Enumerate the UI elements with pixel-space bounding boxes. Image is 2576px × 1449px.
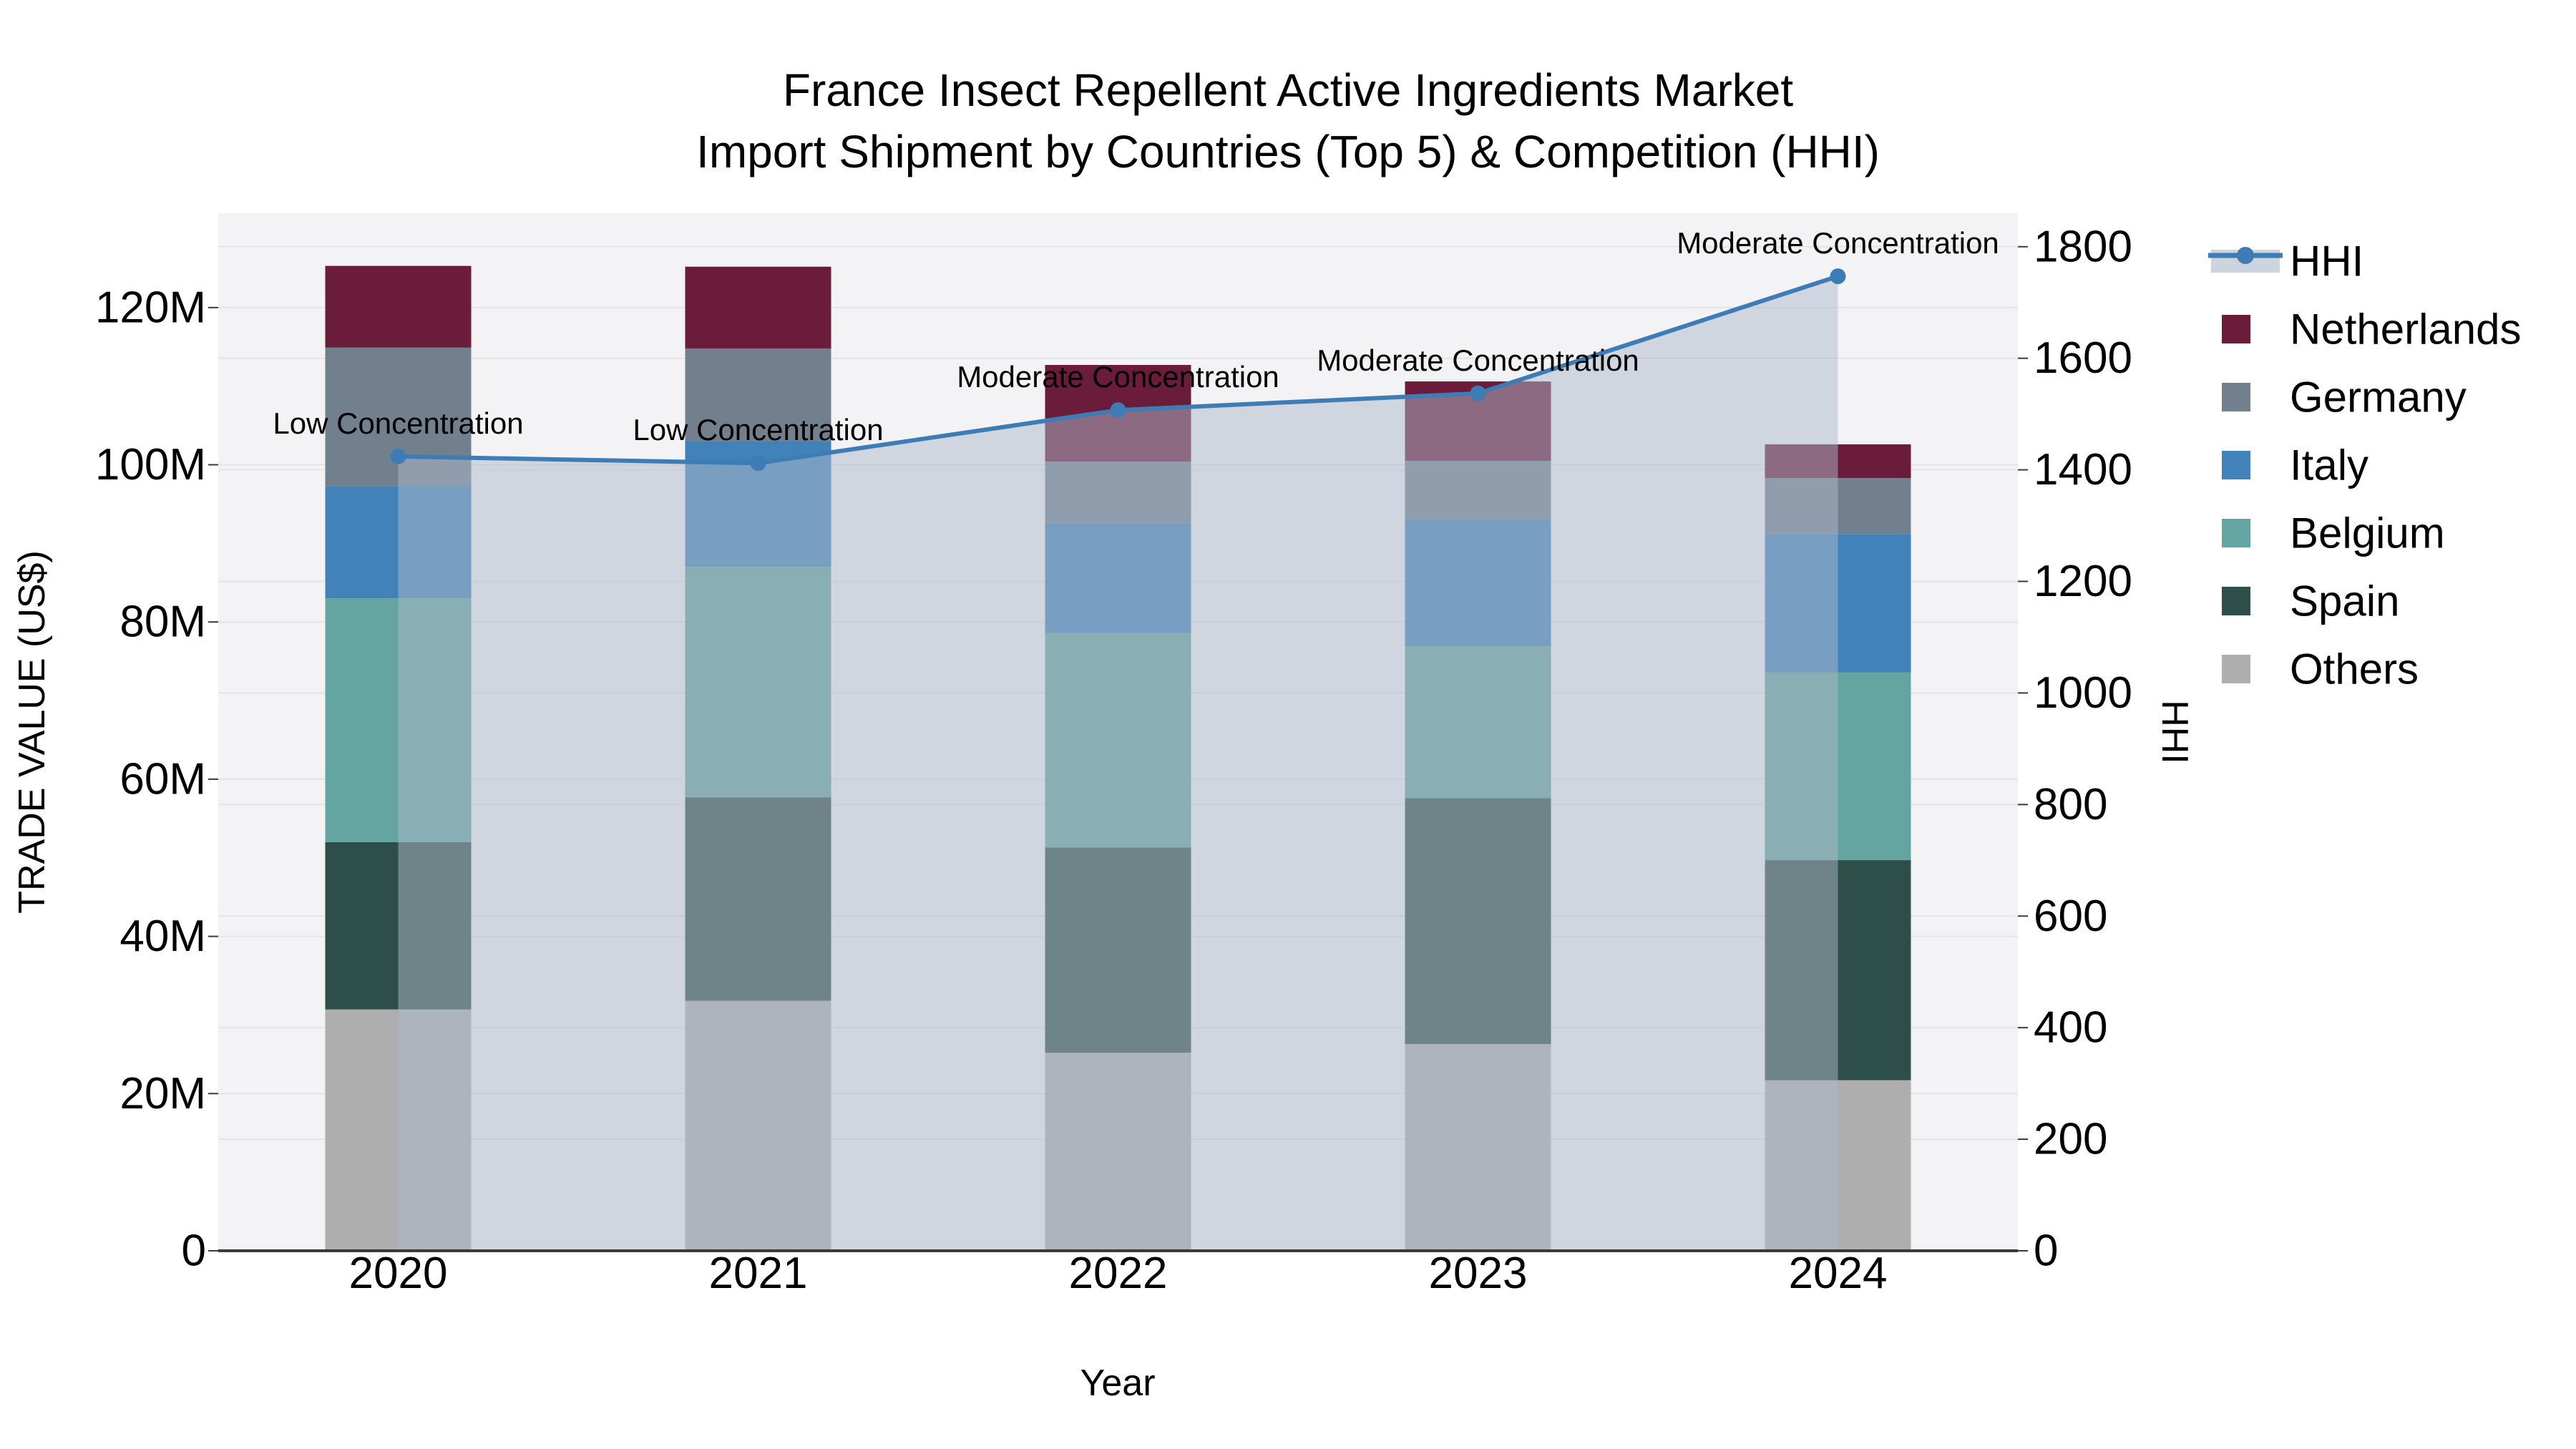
y-right-tick-label-1400: 1400 [2034,445,2132,494]
legend-swatch-netherlands [2222,315,2250,343]
legend-item-hhi[interactable]: HHI [2208,238,2363,286]
y-left-axis-title: TRADE VALUE (US$) [11,550,53,914]
legend-label-netherlands: Netherlands [2290,306,2522,353]
y-left-tick-label-120M: 120M [95,283,206,332]
legend-label-germany: Germany [2290,374,2467,421]
x-tick-label-2021: 2021 [709,1249,808,1298]
bar-segment-germany-2021 [685,348,831,441]
bar-segment-netherlands-2021 [685,266,831,348]
x-tick-label-2022: 2022 [1069,1249,1168,1298]
x-tick-label-2024: 2024 [1789,1249,1888,1298]
hhi-marker-2023 [1470,385,1486,401]
legend: HHI Netherlands Germany Italy Belgium Spain Ot… [2208,238,2522,693]
legend-hhi-marker-icon [2237,247,2254,264]
annotation-2023: Moderate Concentration [1317,343,1639,377]
legend-swatch-spain [2222,587,2250,615]
hhi-area [398,276,1838,1251]
hhi-marker-2022 [1110,402,1126,419]
y-right-axis-title: HHI [2154,700,2195,764]
legend-label-others: Others [2290,645,2419,693]
y-right-tick-label-200: 200 [2034,1115,2107,1164]
annotation-2024: Moderate Concentration [1677,226,1999,260]
legend-swatch-others [2222,655,2250,683]
bar-segment-netherlands-2020 [325,265,472,348]
legend-item-belgium[interactable]: Belgium [2222,509,2445,557]
x-axis-title: Year [1080,1362,1155,1404]
y-right-tick-label-1800: 1800 [2034,222,2132,271]
annotation-2022: Moderate Concentration [957,360,1279,394]
hhi-area-fill [398,276,1838,1251]
axis-lines-and-ticks [208,245,2028,1252]
y-right-tick-label-1000: 1000 [2034,668,2132,718]
x-tick-label-2020: 2020 [349,1249,448,1298]
y-right-tick-label-1600: 1600 [2034,333,2132,383]
x-tick-label-2023: 2023 [1429,1249,1528,1298]
y-left-tick-label-80M: 80M [119,597,206,647]
legend-item-spain[interactable]: Spain [2222,577,2399,625]
legend-swatch-germany [2222,383,2250,411]
legend-label-belgium: Belgium [2290,509,2445,557]
legend-swatch-belgium [2222,519,2250,547]
hhi-line [390,268,1846,472]
legend-label-spain: Spain [2290,577,2399,625]
hhi-marker-2020 [390,448,406,464]
y-right-tick-label-1200: 1200 [2034,557,2132,606]
y-right-tick-label-800: 800 [2034,780,2107,829]
annotation-2020: Low Concentration [273,406,523,440]
y-right-tick-label-600: 600 [2034,892,2107,941]
hhi-marker-2024 [1830,268,1846,285]
y-right-tick-label-400: 400 [2034,1003,2107,1053]
legend-label-hhi: HHI [2290,238,2363,286]
legend-item-germany[interactable]: Germany [2222,374,2467,421]
y-left-tick-label-60M: 60M [119,754,206,804]
y-left-tick-label-20M: 20M [119,1069,206,1118]
y-left-tick-label-100M: 100M [95,440,206,489]
chart-title-line2: Import Shipment by Countries (Top 5) & C… [696,126,1880,177]
legend-label-italy: Italy [2290,441,2368,489]
chart-title-line1: France Insect Repellent Active Ingredien… [783,64,1793,116]
tick-labels: 0 20M 40M 60M 80M 100M 120M 0 200 400 600 800 1000 12… [95,222,2132,1298]
y-left-tick-label-0: 0 [182,1226,206,1276]
legend-item-italy[interactable]: Italy [2222,441,2368,489]
annotation-2021: Low Concentration [633,413,883,447]
point-annotations: Low Concentration Low Concentration Modera… [273,226,1999,447]
legend-item-netherlands[interactable]: Netherlands [2222,306,2522,353]
y-left-tick-label-40M: 40M [119,912,206,961]
hhi-marker-2021 [750,455,766,472]
legend-item-others[interactable]: Others [2222,645,2419,693]
y-right-tick-label-0: 0 [2034,1226,2058,1276]
legend-swatch-italy [2222,451,2250,479]
